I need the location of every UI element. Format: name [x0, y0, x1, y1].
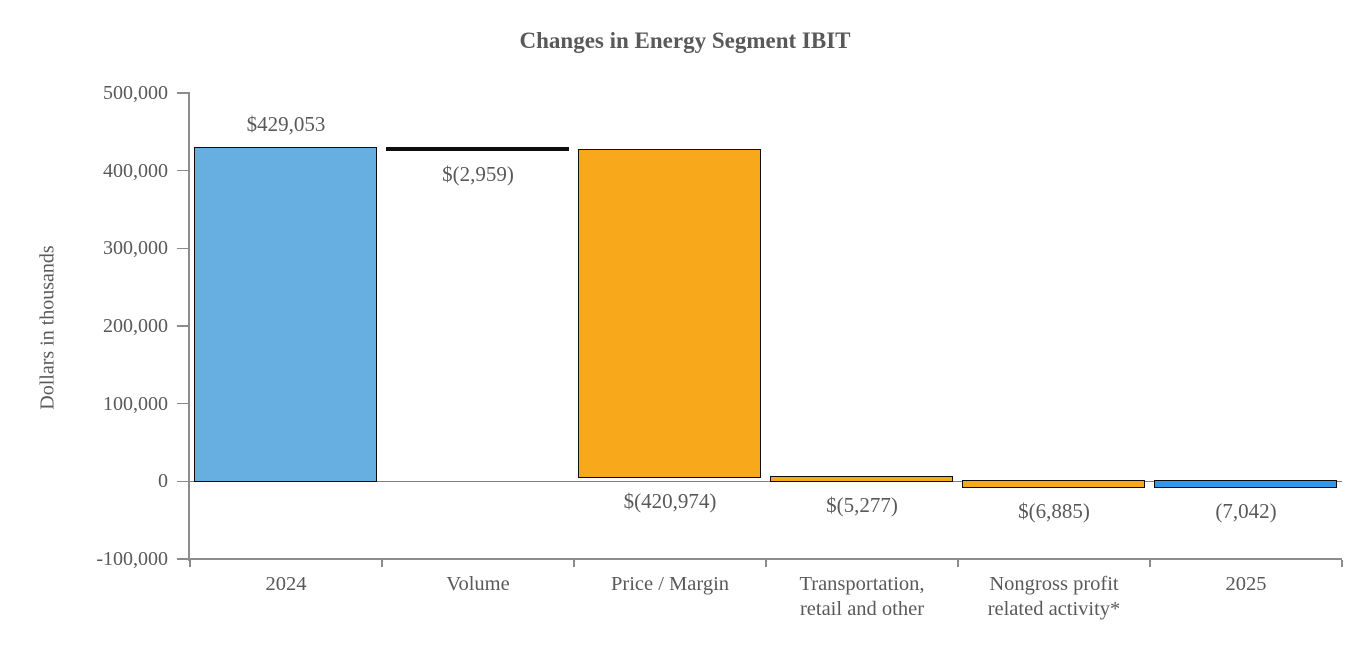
- x-category-label: 2024: [265, 573, 307, 595]
- bar-value-label: $(2,959): [442, 162, 514, 187]
- x-tick: [765, 559, 767, 567]
- bar-value-label: $(6,885): [1018, 498, 1090, 523]
- x-category-label: 2025: [1225, 573, 1267, 595]
- y-tick-label: 400,000: [103, 159, 168, 182]
- y-tick-label: 0: [158, 470, 168, 493]
- y-tick-label: 200,000: [103, 315, 168, 337]
- bar-2024: [193, 147, 377, 483]
- bar-2025: [1153, 480, 1337, 488]
- bar-nongross-profit-related-activity-: [961, 480, 1145, 488]
- y-tick: [177, 480, 190, 483]
- x-tick: [189, 559, 191, 567]
- x-tick: [957, 559, 959, 567]
- x-tick: [573, 559, 575, 567]
- bar-value-label: (7,042): [1215, 498, 1277, 523]
- x-tick: [1341, 559, 1343, 567]
- y-tick-label: 300,000: [103, 237, 168, 260]
- bar-value-label: $429,053: [246, 112, 326, 137]
- bar-value-label: $(420,974): [623, 489, 717, 514]
- x-category-label: Transportation, retail and other: [799, 573, 925, 620]
- chart-title: Changes in Energy Segment IBIT: [519, 28, 851, 53]
- x-tick: [381, 559, 383, 567]
- y-tick: [177, 92, 190, 94]
- x-tick: [1149, 559, 1151, 567]
- zero-gridline: [190, 480, 1342, 483]
- x-category-label: Price / Margin: [610, 573, 730, 595]
- x-category-label: Volume: [446, 573, 510, 595]
- y-tick-label: -100,000: [96, 548, 168, 570]
- y-tick: [177, 247, 190, 250]
- y-tick: [177, 402, 190, 405]
- y-tick-label: 500,000: [103, 82, 168, 104]
- bar-value-label: $(5,277): [826, 493, 898, 518]
- bar-volume: [385, 147, 569, 152]
- x-category-label: Nongross profit related activity*: [987, 573, 1121, 620]
- y-tick-label: 100,000: [103, 392, 168, 415]
- bar-price-margin: [577, 149, 761, 479]
- y-tick: [177, 169, 190, 172]
- x-axis-line: [188, 558, 1343, 560]
- bar-transportation-retail-and-other: [769, 476, 953, 483]
- y-tick: [177, 558, 190, 560]
- y-tick: [177, 325, 190, 327]
